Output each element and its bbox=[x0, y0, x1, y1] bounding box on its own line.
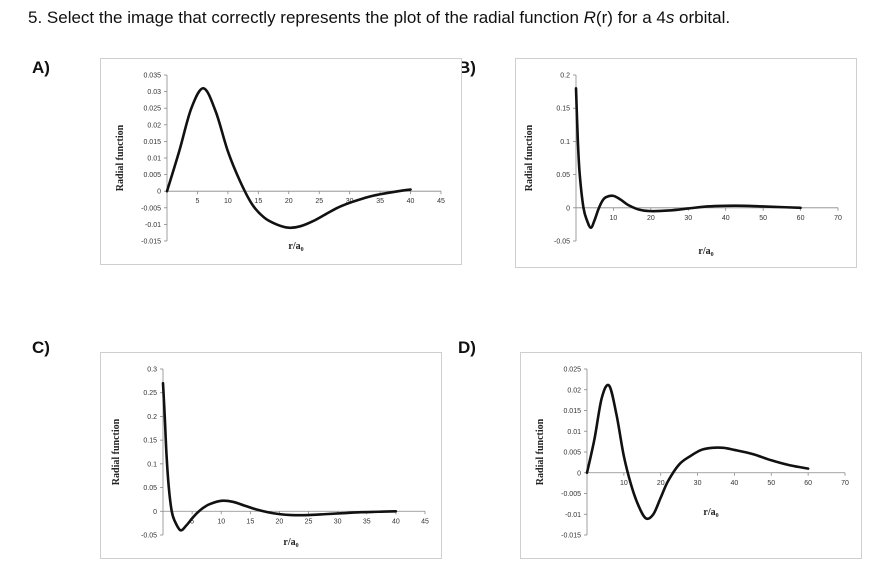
x-tick-label: 20 bbox=[657, 480, 665, 487]
y-tick-label: 0.1 bbox=[147, 461, 157, 468]
y-tick-label: 0.025 bbox=[563, 367, 581, 374]
x-tick-label: 15 bbox=[246, 518, 254, 525]
y-tick-label: 0.15 bbox=[143, 438, 157, 445]
x-tick-label: 35 bbox=[363, 518, 371, 525]
x-axis-title: r/a₀ bbox=[288, 241, 303, 252]
x-tick-label: 30 bbox=[694, 480, 702, 487]
y-tick-label: -0.05 bbox=[141, 533, 157, 540]
x-tick-label: 10 bbox=[610, 215, 618, 222]
radial-function-curve bbox=[161, 381, 398, 532]
x-tick-label: 40 bbox=[407, 198, 415, 205]
y-tick-label: 0.3 bbox=[147, 367, 157, 374]
chart-option-b[interactable]: 0.2 0.15 0.1 0.05 0 -0.05 10 20 30 40 50 60 70 Radial… bbox=[515, 58, 857, 268]
chart-option-a[interactable]: 0.035 0.03 0.025 0.02 0.015 0.01 0.005 0 -0.005 -… bbox=[100, 58, 462, 265]
plot-svg: 0.035 0.03 0.025 0.02 0.015 0.01 0.005 0 -0.005 -… bbox=[115, 73, 445, 253]
plot-svg: 0.2 0.15 0.1 0.05 0 -0.05 10 20 30 40 50 60 70 Radial… bbox=[524, 73, 842, 258]
x-axis-title: r/a₀ bbox=[698, 246, 713, 257]
option-label-d[interactable]: D) bbox=[458, 338, 476, 357]
y-tick-label: 0 bbox=[157, 189, 161, 196]
x-tick-label: 30 bbox=[334, 518, 342, 525]
y-tick-label: 0.015 bbox=[563, 408, 581, 415]
y-tick-label: 0.05 bbox=[556, 172, 570, 179]
x-tick-label: 60 bbox=[797, 215, 805, 222]
radial-function-curve bbox=[574, 86, 802, 230]
x-tick-label: 60 bbox=[804, 480, 812, 487]
x-tick-label: 50 bbox=[759, 215, 767, 222]
radial-function-curve bbox=[585, 383, 810, 521]
x-tick-label: 15 bbox=[254, 198, 262, 205]
x-axis-title: r/a₀ bbox=[283, 537, 298, 548]
x-tick-label: 35 bbox=[376, 198, 384, 205]
x-tick-label: 70 bbox=[834, 215, 842, 222]
x-tick-label: 25 bbox=[315, 198, 323, 205]
y-tick-label: 0 bbox=[153, 509, 157, 516]
y-tick-label: 0 bbox=[577, 470, 581, 477]
x-tick-label: 10 bbox=[620, 480, 628, 487]
y-axis-title: Radial function bbox=[111, 418, 122, 485]
x-tick-label: 20 bbox=[276, 518, 284, 525]
y-tick-label: 0.02 bbox=[567, 387, 581, 394]
option-label-a[interactable]: A) bbox=[32, 58, 50, 77]
x-tick-label: 40 bbox=[392, 518, 400, 525]
y-axis-title: Radial function bbox=[524, 124, 535, 191]
x-tick-label: 20 bbox=[647, 215, 655, 222]
x-tick-label: 10 bbox=[217, 518, 225, 525]
y-tick-label: 0.035 bbox=[143, 73, 161, 80]
y-tick-label: -0.015 bbox=[141, 239, 161, 246]
plot-svg: 0.3 0.25 0.2 0.15 0.1 0.05 0 -0.05 5 10 15 20 25 30 35… bbox=[111, 367, 429, 549]
option-label-c[interactable]: C) bbox=[32, 338, 50, 357]
x-tick-label: 40 bbox=[722, 215, 730, 222]
y-tick-label: -0.01 bbox=[145, 222, 161, 229]
y-tick-label: 0.01 bbox=[147, 156, 161, 163]
x-tick-label: 5 bbox=[190, 518, 194, 525]
chart-option-c[interactable]: 0.3 0.25 0.2 0.15 0.1 0.05 0 -0.05 5 10 15 20 25 30 35… bbox=[100, 352, 442, 559]
x-tick-label: 70 bbox=[841, 480, 849, 487]
y-tick-label: -0.005 bbox=[141, 205, 161, 212]
x-tick-label: 25 bbox=[305, 518, 313, 525]
chart-option-d[interactable]: 0.025 0.02 0.015 0.01 0.005 0 -0.005 -0.01 -0.01… bbox=[520, 352, 862, 559]
x-tick-label: 30 bbox=[684, 215, 692, 222]
x-axis-title: r/a₀ bbox=[703, 507, 718, 518]
y-tick-label: 0.005 bbox=[563, 450, 581, 457]
x-tick-label: 5 bbox=[195, 198, 199, 205]
option-label-b[interactable]: B) bbox=[458, 58, 476, 77]
y-tick-label: -0.01 bbox=[565, 512, 581, 519]
y-axis-title: Radial function bbox=[535, 418, 546, 485]
y-tick-label: 0.03 bbox=[147, 89, 161, 96]
x-tick-label: 50 bbox=[767, 480, 775, 487]
x-tick-label: 20 bbox=[285, 198, 293, 205]
x-tick-label: 45 bbox=[421, 518, 429, 525]
question-text: 5. Select the image that correctly repre… bbox=[28, 8, 731, 27]
y-axis-title: Radial function bbox=[115, 124, 126, 191]
y-tick-label: 0.2 bbox=[560, 73, 570, 80]
y-tick-label: 0.25 bbox=[143, 390, 157, 397]
y-tick-label: 0.015 bbox=[143, 139, 161, 146]
y-tick-label: 0.01 bbox=[567, 429, 581, 436]
y-tick-label: 0.05 bbox=[143, 485, 157, 492]
y-tick-label: 0.15 bbox=[556, 106, 570, 113]
y-tick-label: -0.015 bbox=[561, 533, 581, 540]
y-tick-label: -0.05 bbox=[554, 239, 570, 246]
y-tick-label: 0.005 bbox=[143, 172, 161, 179]
y-tick-label: 0 bbox=[566, 205, 570, 212]
x-tick-label: 10 bbox=[224, 198, 232, 205]
x-tick-label: 40 bbox=[731, 480, 739, 487]
y-tick-label: 0.025 bbox=[143, 106, 161, 113]
y-tick-label: 0.02 bbox=[147, 122, 161, 129]
x-tick-label: 45 bbox=[437, 198, 445, 205]
y-tick-label: 0.1 bbox=[560, 139, 570, 146]
radial-function-curve bbox=[165, 86, 412, 230]
plot-svg: 0.025 0.02 0.015 0.01 0.005 0 -0.005 -0.01 -0.01… bbox=[535, 367, 849, 540]
y-tick-label: -0.005 bbox=[561, 491, 581, 498]
y-tick-label: 0.2 bbox=[147, 414, 157, 421]
